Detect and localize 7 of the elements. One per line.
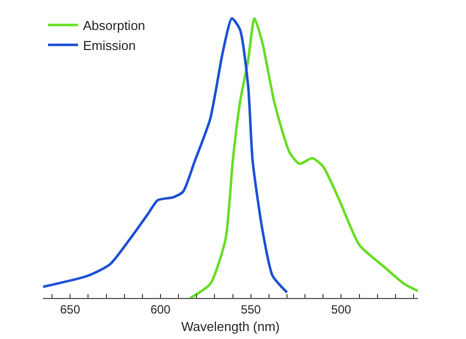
x-tick-label: 500 xyxy=(331,302,352,316)
x-tick-label: 650 xyxy=(60,302,80,316)
x-axis-title: Wavelength (nm) xyxy=(181,319,280,334)
legend-label: Absorption xyxy=(83,18,146,34)
legend-label: Emission xyxy=(83,38,136,53)
x-tick-label: 600 xyxy=(150,302,171,316)
x-tick-label: 550 xyxy=(240,302,262,316)
